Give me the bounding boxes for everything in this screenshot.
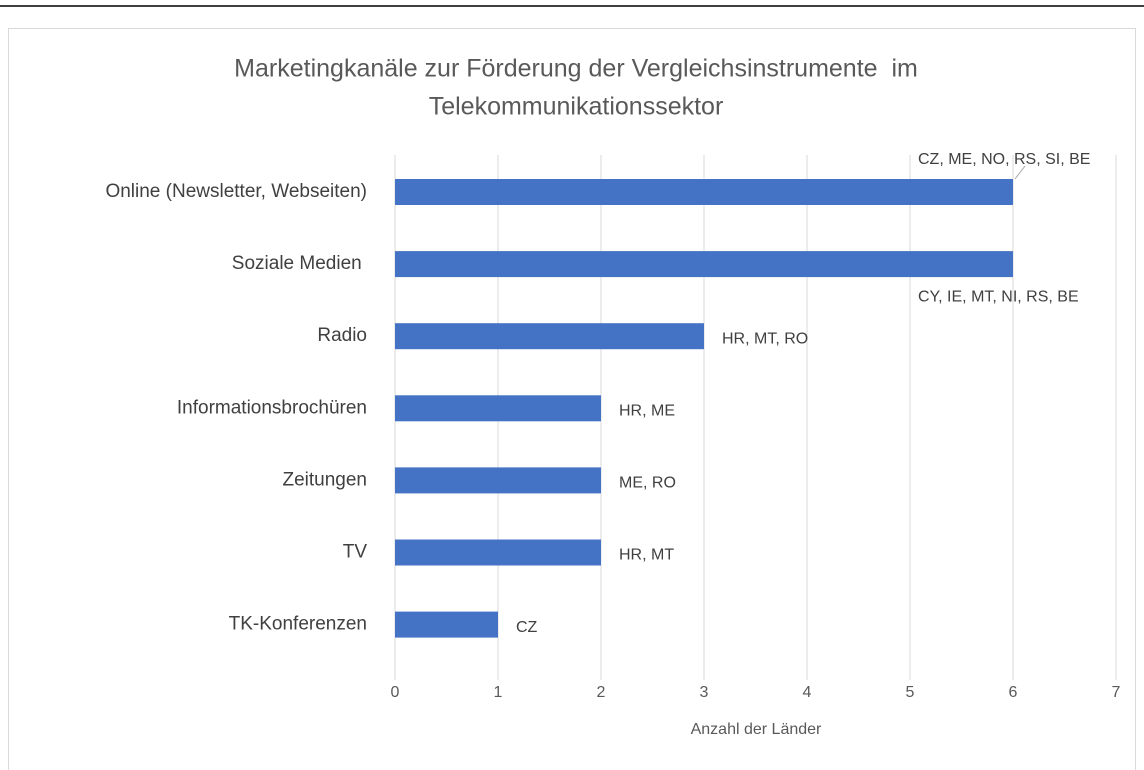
x-tick-label: 0: [391, 684, 400, 701]
bar: [395, 251, 1013, 278]
y-tick-label: Informationsbrochüren: [177, 397, 367, 418]
data-label: CZ: [516, 619, 538, 636]
y-tick-label: Online (Newsletter, Webseiten): [105, 181, 367, 202]
y-tick-label: TK-Konferenzen: [229, 614, 367, 635]
x-tick-label: 6: [1009, 684, 1018, 701]
x-tick-label: 2: [597, 684, 606, 701]
data-label: CY, IE, MT, NI, RS, BE: [918, 288, 1079, 305]
data-label: CZ, ME, NO, RS, SI, BE: [918, 151, 1090, 168]
y-tick-label: Radio: [317, 325, 367, 346]
leader-line: [1014, 165, 1026, 180]
y-tick-label: Soziale Medien: [232, 253, 367, 274]
x-tick-label: 5: [906, 684, 915, 701]
bar: [395, 179, 1013, 205]
bar: [395, 611, 498, 638]
x-tick-label: 1: [494, 684, 503, 701]
x-tick-label: 4: [803, 684, 812, 701]
data-label: HR, MT, RO: [722, 330, 808, 347]
bar: [395, 467, 601, 494]
bar: [395, 323, 704, 350]
x-tick-label: 3: [700, 684, 709, 701]
x-axis-label: Anzahl der Länder: [691, 721, 822, 738]
bar: [395, 539, 601, 566]
x-tick-label: 7: [1112, 684, 1121, 701]
chart-title: Marketingkanäle zur Förderung der Vergle…: [234, 55, 918, 83]
y-tick-label: TV: [343, 542, 368, 563]
chart-title: Telekommunikationssektor: [429, 93, 724, 121]
data-label: HR, MT: [619, 547, 674, 564]
bar: [395, 395, 601, 422]
data-label: ME, RO: [619, 475, 676, 492]
data-label: HR, ME: [619, 403, 675, 420]
y-tick-label: Zeitungen: [282, 469, 367, 490]
